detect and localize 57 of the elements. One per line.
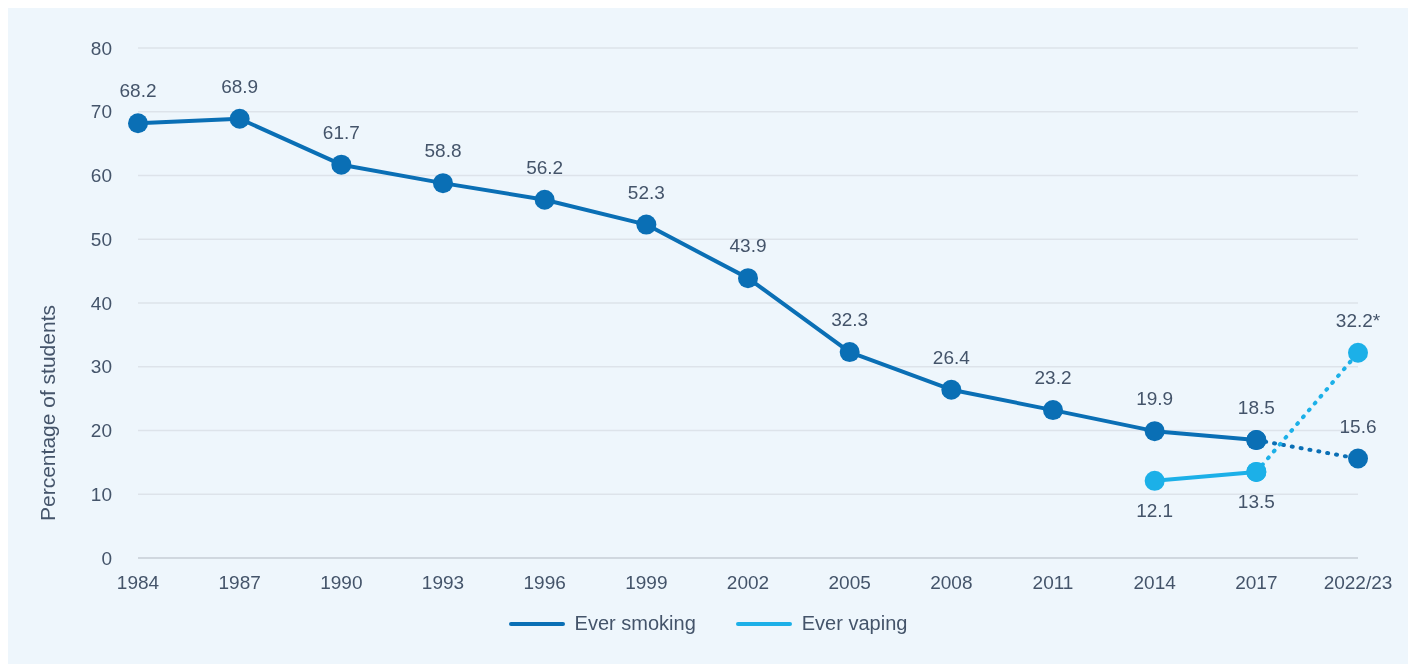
data-label: 12.1 [1136,499,1174,521]
x-tick-label: 2008 [930,572,973,594]
x-tick-label: 1990 [320,572,363,594]
y-tick-label: 20 [90,420,112,442]
data-label: 32.2* [1335,309,1381,331]
data-label: 61.7 [322,121,360,143]
data-label: 19.9 [1136,388,1174,410]
y-tick-label: 50 [90,228,112,250]
data-label: 68.2 [119,80,157,102]
point [1348,342,1368,363]
data-label: 32.3 [831,309,869,331]
x-tick-label: 1999 [625,572,668,594]
y-axis-title: Percentage of students [36,305,60,521]
point [1246,461,1267,482]
x-tick-label: 2022/23 [1323,572,1393,594]
point [331,154,352,175]
y-tick-label: 80 [90,37,112,59]
x-tick-label: 2005 [828,572,871,594]
data-label: 52.3 [627,181,665,203]
point [229,108,250,129]
legend-label: Ever vaping [801,612,908,635]
x-tick-label: 1984 [116,572,160,594]
data-label: 26.4 [932,346,971,368]
point [1246,430,1267,451]
point [534,189,555,210]
x-tick-label: 2014 [1133,572,1177,594]
y-tick-label: 30 [90,356,112,378]
x-tick-label: 2002 [726,572,770,594]
x-tick-label: 1996 [523,572,566,594]
point [941,379,962,400]
point [433,173,453,194]
y-tick-label: 70 [90,101,112,123]
y-tick-label: 60 [90,165,112,187]
legend-label: Ever smoking [574,612,696,635]
data-label: 68.9 [221,75,259,97]
x-tick-label: 2011 [1032,572,1074,594]
x-tick-label: 1993 [421,572,465,594]
point [738,268,758,289]
data-label: 58.8 [424,140,462,162]
point [839,342,860,363]
data-label: 43.9 [729,235,767,257]
data-label: 13.5 [1237,490,1275,512]
data-label: 56.2 [526,156,564,178]
point [1043,400,1063,421]
y-tick-label: 0 [101,547,112,569]
y-tick-label: 40 [90,292,112,314]
point [1144,421,1165,442]
point [1348,448,1368,469]
y-tick-label: 10 [90,483,112,505]
data-label: 23.2 [1034,367,1072,389]
point [128,113,148,134]
data-label: 18.5 [1237,397,1275,419]
x-tick-label: 2017 [1235,572,1278,594]
point [636,214,657,235]
data-label: 15.6 [1339,415,1377,437]
x-tick-label: 1987 [218,572,261,594]
point [1144,470,1165,491]
